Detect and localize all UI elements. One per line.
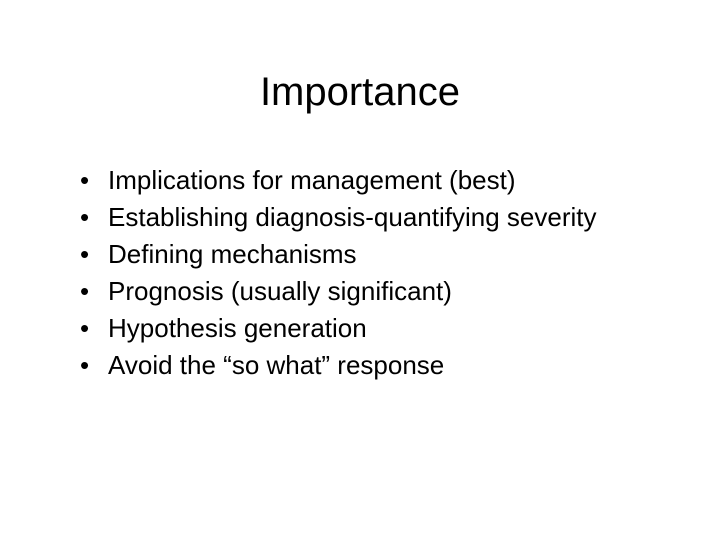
list-item: Establishing diagnosis-quantifying sever…: [80, 200, 670, 235]
list-item: Implications for management (best): [80, 163, 670, 198]
list-item: Defining mechanisms: [80, 237, 670, 272]
list-item: Prognosis (usually significant): [80, 274, 670, 309]
list-item: Avoid the “so what” response: [80, 348, 670, 383]
list-item: Hypothesis generation: [80, 311, 670, 346]
bullet-list: Implications for management (best) Estab…: [50, 163, 670, 384]
slide-container: Importance Implications for management (…: [0, 0, 720, 540]
slide-title: Importance: [50, 70, 670, 115]
